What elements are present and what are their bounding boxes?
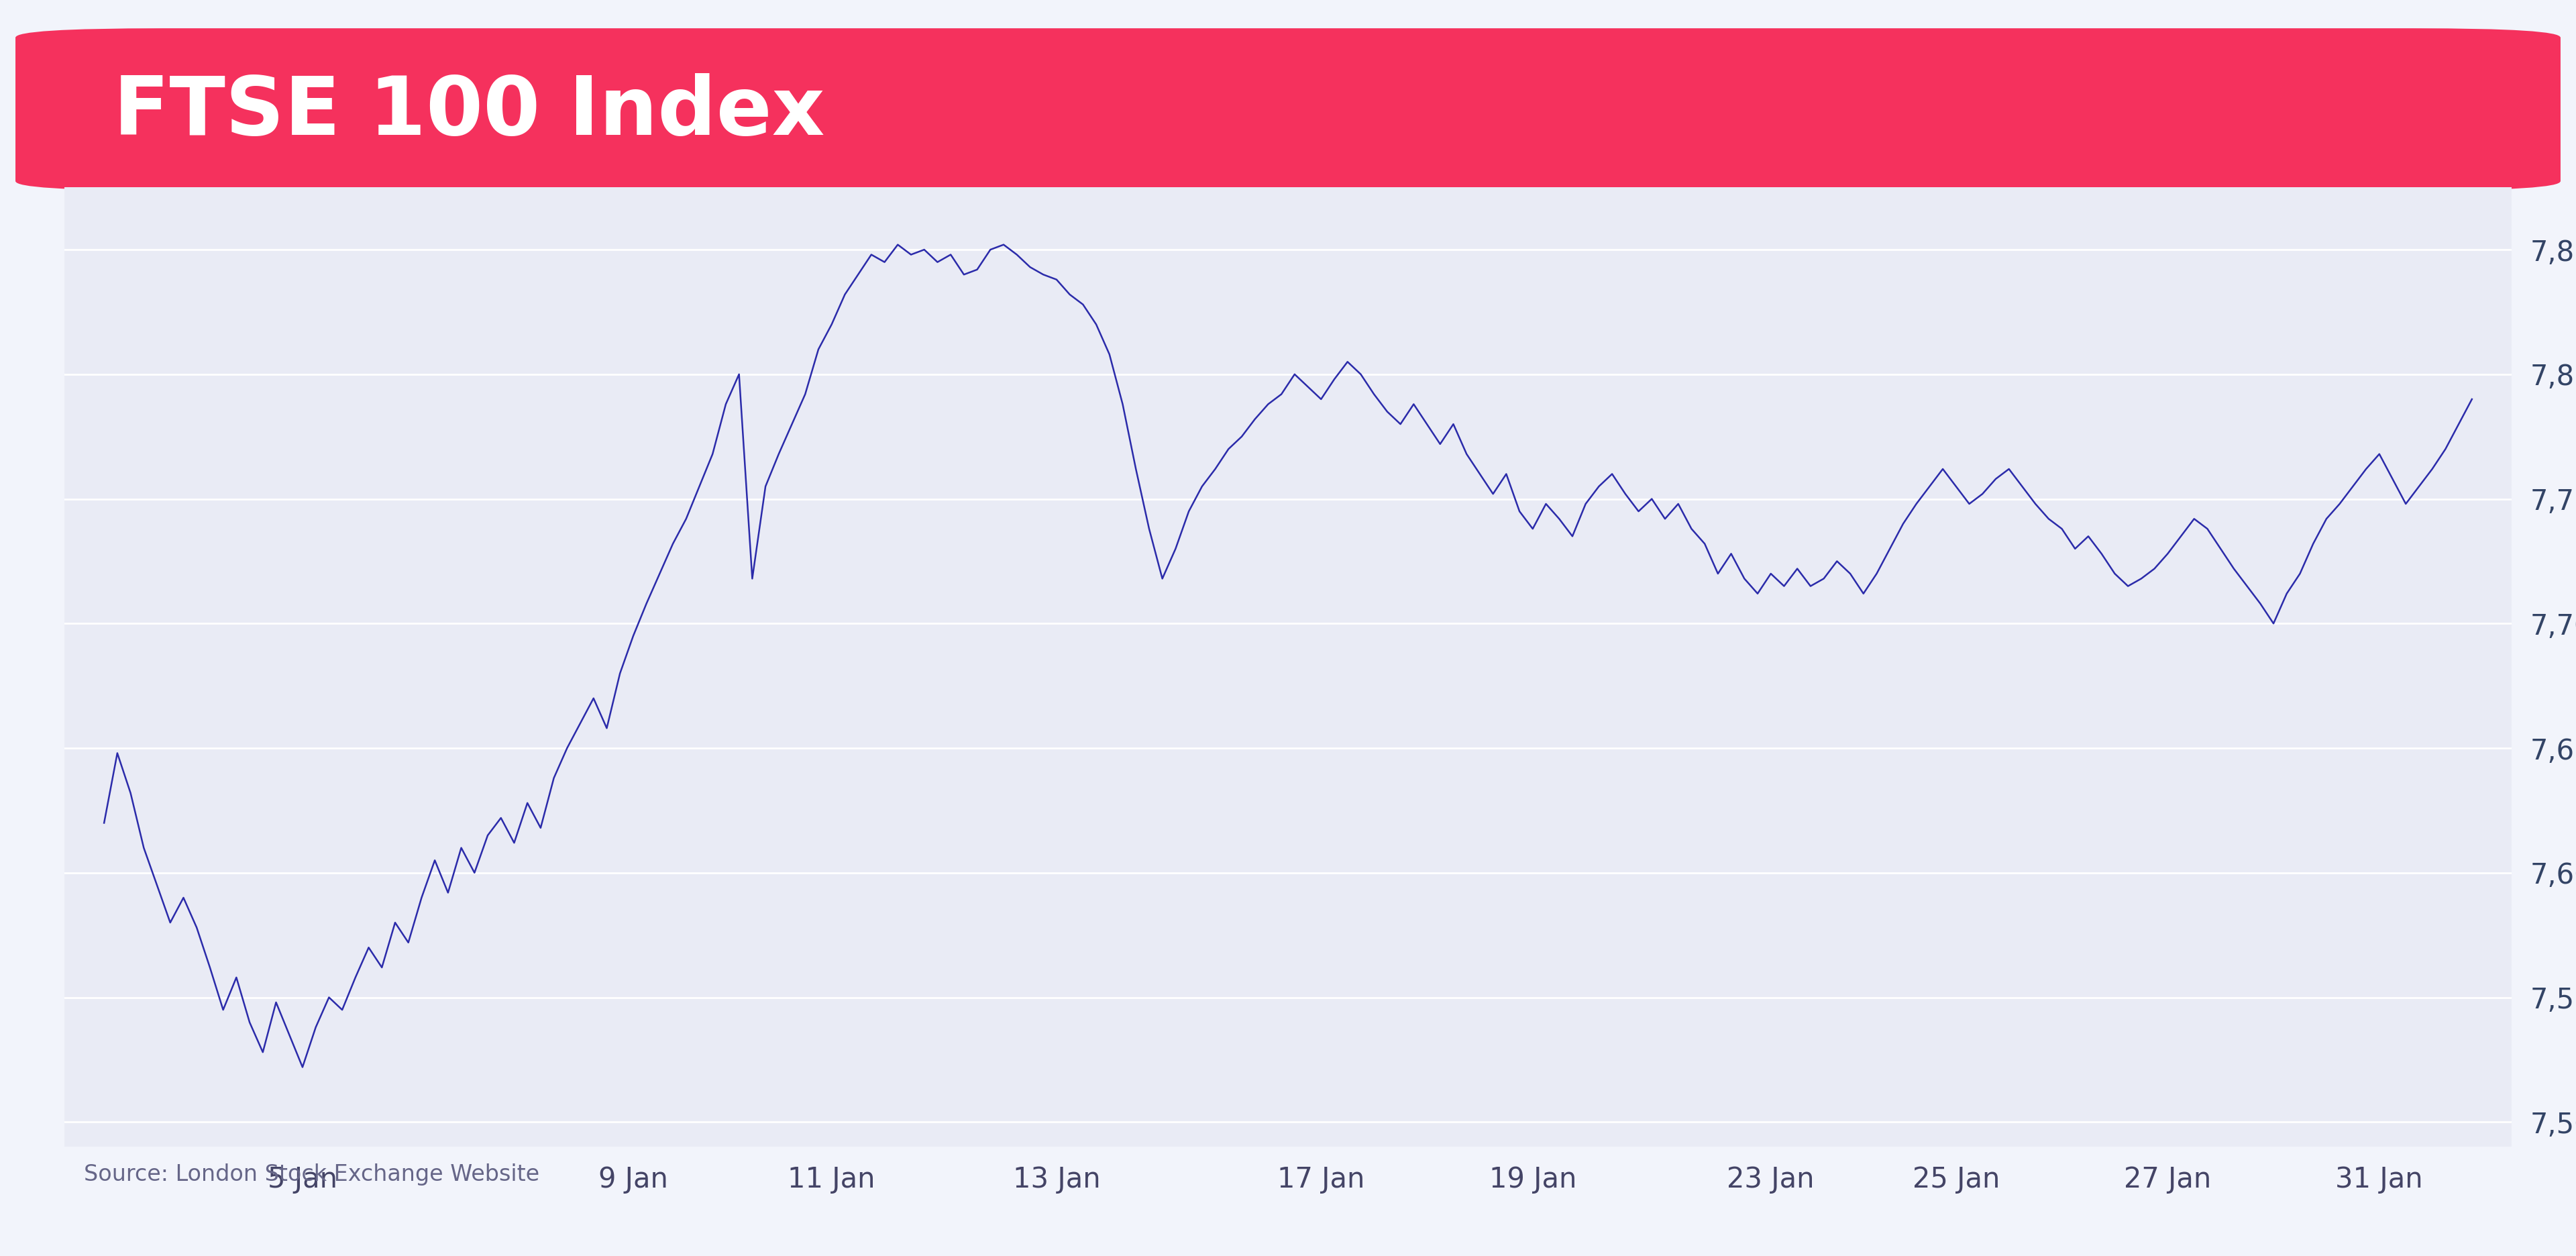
Text: Source: London Stock Exchange Website: Source: London Stock Exchange Website (85, 1164, 538, 1186)
Text: FTSE 100 Index: FTSE 100 Index (113, 73, 824, 152)
FancyBboxPatch shape (15, 29, 2561, 191)
